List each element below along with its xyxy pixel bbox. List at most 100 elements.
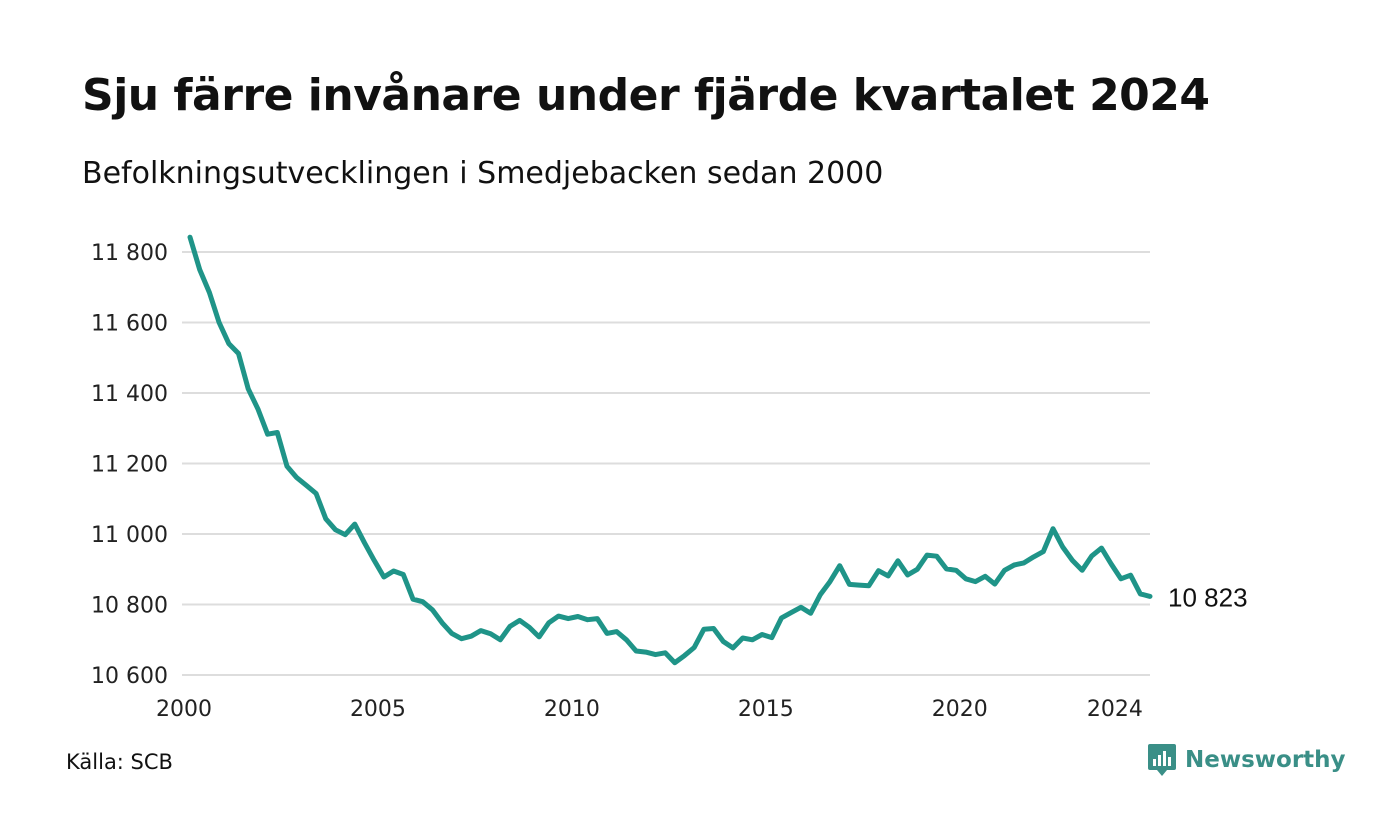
data-point (566, 616, 571, 621)
data-point (614, 629, 619, 634)
data-point (226, 341, 231, 346)
data-point (1138, 591, 1143, 596)
data-point (294, 475, 299, 480)
data-point (1070, 558, 1075, 563)
grid-lines (182, 251, 1150, 676)
data-point (634, 649, 639, 654)
data-point (236, 351, 241, 356)
data-point (343, 532, 348, 537)
data-point (750, 637, 755, 642)
data-point (585, 617, 590, 622)
data-point (692, 645, 697, 650)
data-point (537, 634, 542, 639)
data-point (682, 653, 687, 658)
chart-subtitle: Befolkningsutvecklingen i Smedjebacken s… (82, 156, 884, 191)
data-point (1148, 594, 1153, 599)
end-value-label: 10 823 (1168, 582, 1248, 612)
data-point (731, 645, 736, 650)
data-point (983, 574, 988, 579)
data-point (275, 430, 280, 435)
data-point (575, 614, 580, 619)
data-point (973, 579, 978, 584)
data-point (1099, 546, 1104, 551)
brand-name: Newsworthy (1185, 747, 1346, 773)
x-tick-label: 2005 (350, 697, 406, 722)
data-point (653, 652, 658, 657)
data-point (498, 637, 503, 642)
data-point (711, 626, 716, 631)
data-point (488, 631, 493, 636)
data-point (556, 614, 561, 619)
data-point (323, 516, 328, 521)
brand-logo: Newsworthy (1147, 742, 1346, 778)
data-point (440, 620, 445, 625)
data-point (779, 615, 784, 620)
data-point (857, 583, 862, 588)
data-point (963, 576, 968, 581)
data-point (430, 607, 435, 612)
data-point (1012, 563, 1017, 568)
data-point (1031, 554, 1036, 559)
data-point (207, 290, 212, 295)
data-point (188, 235, 193, 240)
data-point (197, 267, 202, 272)
data-point (905, 572, 910, 577)
data-point (663, 650, 668, 655)
data-point (1089, 553, 1094, 558)
data-point (760, 632, 765, 637)
data-point (798, 605, 803, 610)
data-point (886, 573, 891, 578)
data-point (449, 631, 454, 636)
data-point (314, 491, 319, 496)
data-point (517, 618, 522, 623)
data-point (925, 553, 930, 558)
data-point (605, 631, 610, 636)
y-tick-label: 11 800 (91, 241, 168, 266)
data-point (944, 566, 949, 571)
data-point (740, 636, 745, 641)
data-point (1109, 562, 1114, 567)
data-point (246, 386, 251, 391)
data-point (643, 650, 648, 655)
x-tick-label: 2020 (932, 697, 988, 722)
x-tick-label: 2024 (1087, 697, 1143, 722)
data-point (828, 579, 833, 584)
data-point (818, 592, 823, 597)
y-tick-label: 11 200 (91, 453, 168, 478)
data-point (992, 582, 997, 587)
data-point (789, 610, 794, 615)
data-point (672, 660, 677, 665)
source-note: Källa: SCB (66, 750, 173, 774)
data-point (895, 558, 900, 563)
data-point (285, 464, 290, 469)
data-point (1002, 568, 1007, 573)
population-line (187, 234, 1153, 666)
y-tick-label: 11 000 (91, 523, 168, 548)
data-point (381, 575, 386, 580)
data-point (954, 568, 959, 573)
y-axis-ticks: 10 600 10 800 11 000 11 200 11 400 11 600 11 8… (91, 241, 168, 689)
series-layer (187, 234, 1153, 666)
data-point (1051, 526, 1056, 531)
data-point (401, 572, 406, 577)
data-point (362, 540, 367, 545)
data-point (1128, 573, 1133, 578)
data-point (1060, 545, 1065, 550)
data-point (527, 625, 532, 630)
data-point (508, 624, 513, 629)
data-point (624, 637, 629, 642)
y-tick-label: 10 800 (91, 594, 168, 619)
data-point (837, 563, 842, 568)
x-tick-label: 2000 (156, 697, 212, 722)
data-point (808, 611, 813, 616)
data-point (866, 583, 871, 588)
newsworthy-logo-icon (1148, 744, 1176, 776)
data-point (391, 569, 396, 574)
data-point (255, 406, 260, 411)
chart-title: Sju färre invånare under fjärde kvartale… (82, 70, 1210, 121)
data-point (934, 554, 939, 559)
data-point (876, 568, 881, 573)
data-point (304, 483, 309, 488)
data-point (915, 567, 920, 572)
data-point (1118, 576, 1123, 581)
